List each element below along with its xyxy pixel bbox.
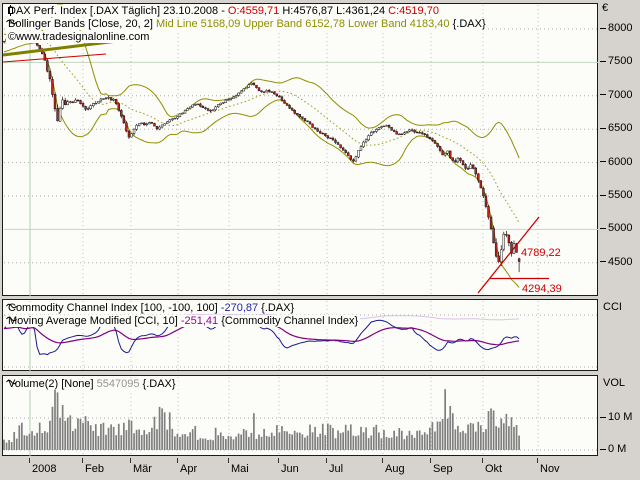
series-legend: DAX Perf. Index [.DAX Täglich] 23.10.200… xyxy=(6,5,441,17)
x-axis-tick xyxy=(130,458,131,463)
cci-ma-legend: Moving Average Modified [CCI, 10] -251,4… xyxy=(6,315,361,327)
cci-ma-name: Moving Average Modified [CCI, 10] xyxy=(8,315,181,327)
cci-ma-value: -251,41 xyxy=(180,315,219,327)
series-close-value: C:4519,70 xyxy=(388,5,439,17)
x-axis-label: Feb xyxy=(85,463,104,475)
volume-name: Volume(2) [None] xyxy=(8,378,97,390)
volume-value: 5547095 xyxy=(96,378,140,390)
support-level-label: 4294,39 xyxy=(522,283,562,295)
bollinger-legend: Bollinger Bands [Close, 20, 2] Mid Line … xyxy=(6,18,488,30)
x-axis-label: Nov xyxy=(540,463,560,475)
x-axis-label: Apr xyxy=(180,463,198,475)
y-axis-label: 7000 xyxy=(600,89,632,101)
x-axis-tick xyxy=(482,458,483,463)
retracement-label-upper: 4789,22 xyxy=(521,247,561,259)
x-axis-label: Jul xyxy=(329,463,344,475)
volume-panel[interactable]: Volume(2) [None] 5547095 {.DAX} xyxy=(2,375,598,456)
x-axis-tick xyxy=(29,458,30,463)
x-axis-label: Mär xyxy=(133,463,152,475)
cci-value: -270,87 xyxy=(220,302,259,314)
cci-suffix: {.DAX} xyxy=(258,302,295,314)
series-hl-values: H:4576,87 L:4361,24 xyxy=(279,5,389,17)
x-axis-tick xyxy=(430,458,431,463)
price-chart-canvas[interactable]: 4789,22 4294,39 xyxy=(3,4,599,297)
x-axis-label: Jun xyxy=(281,463,299,475)
volume-legend: Volume(2) [None] 5547095 {.DAX} xyxy=(6,378,178,390)
cci-panel[interactable]: Commodity Channel Index [100, -100, 100]… xyxy=(2,299,598,371)
wave-icon xyxy=(6,19,17,25)
price-panel[interactable]: 4789,22 4294,39 DAX Perf. Index [.DAX Täg… xyxy=(2,3,598,296)
x-axis-label: Aug xyxy=(385,463,405,475)
vol-tick-0m: 0 M xyxy=(600,443,626,455)
cci-ma-suffix: {Commodity Channel Index} xyxy=(218,315,359,327)
x-axis-tick xyxy=(382,458,383,463)
y-axis-label: 7500 xyxy=(600,55,632,67)
cci-axis-label: CCI xyxy=(603,301,622,313)
vol-axis-label: VOL xyxy=(603,377,626,389)
x-axis-tick xyxy=(82,458,83,463)
x-axis-tick xyxy=(326,458,327,463)
bollinger-name: Bollinger Bands [Close, 20, 2] xyxy=(8,18,156,30)
y-axis-label: 4500 xyxy=(600,256,632,268)
wave-icon xyxy=(6,379,17,385)
x-axis-label: Sep xyxy=(433,463,453,475)
x-axis-tick xyxy=(537,458,538,463)
x-axis-label: Okt xyxy=(485,463,503,475)
volume-suffix: {.DAX} xyxy=(139,378,176,390)
wave-icon xyxy=(6,303,17,309)
bollinger-suffix: {.DAX} xyxy=(452,18,486,30)
series-name: DAX Perf. Index [.DAX Täglich] 23.10.200… xyxy=(8,5,228,17)
volume-chart-canvas[interactable] xyxy=(3,376,599,457)
x-axis-tick xyxy=(228,458,229,463)
x-axis-label: Mai xyxy=(231,463,249,475)
y-axis-label: 8000 xyxy=(600,22,632,34)
y-axis-label: 6000 xyxy=(600,156,632,168)
candlestick-icon xyxy=(8,5,13,16)
y-axis-label: 5500 xyxy=(600,189,632,201)
vol-tick-10m: 10 M xyxy=(600,411,632,423)
copyright-note: ©www.tradesignalonline.com xyxy=(6,31,152,43)
x-axis-tick xyxy=(177,458,178,463)
x-axis-label: 2008 xyxy=(32,463,57,475)
x-axis-tick xyxy=(278,458,279,463)
y-axis-label: 5000 xyxy=(600,222,632,234)
y-axis-label: 6500 xyxy=(600,122,632,134)
wave-icon xyxy=(6,316,17,322)
currency-label: € xyxy=(602,2,609,14)
series-open-value: O:4559,71 xyxy=(227,5,280,17)
cci-legend: Commodity Channel Index [100, -100, 100]… xyxy=(6,302,297,314)
cci-name: Commodity Channel Index [100, -100, 100] xyxy=(8,302,221,314)
bollinger-values: Mid Line 5168,09 Upper Band 6152,78 Lowe… xyxy=(155,18,453,30)
